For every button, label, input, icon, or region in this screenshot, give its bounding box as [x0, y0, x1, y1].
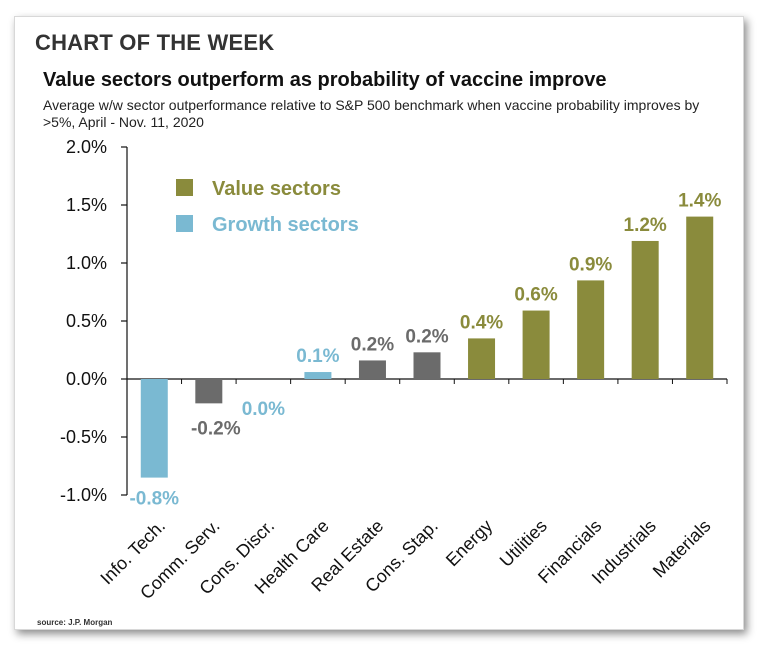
chart-source: source: J.P. Morgan: [37, 618, 113, 627]
data-label: 0.2%: [351, 334, 394, 355]
x-tick-label: Utilities: [496, 516, 551, 571]
data-label: 0.1%: [296, 346, 339, 367]
data-label: -0.8%: [129, 489, 179, 510]
data-label: 1.2%: [624, 215, 667, 236]
bar-9: [577, 280, 605, 379]
chart-kicker: CHART OF THE WEEK: [35, 30, 275, 55]
bar-11: [686, 216, 714, 379]
data-label: 0.6%: [514, 285, 557, 306]
x-tick-label: Energy: [442, 516, 496, 570]
legend-swatch-growth: [176, 215, 193, 232]
legend-label-growth: Growth sectors: [212, 214, 359, 236]
bar-2: [195, 379, 223, 404]
data-label: 0.4%: [460, 312, 503, 333]
data-label: 0.9%: [569, 254, 612, 275]
y-tick-label: 0.0%: [66, 369, 107, 389]
y-tick-label: 2.0%: [66, 137, 107, 157]
data-label: 1.4%: [678, 191, 721, 212]
bar-5: [358, 360, 386, 379]
data-label: 0.0%: [242, 399, 285, 420]
chart-title: Value sectors outperform as probability …: [43, 69, 607, 91]
bar-6: [413, 352, 441, 379]
bar-10: [631, 240, 659, 379]
bar-7: [468, 338, 496, 379]
y-tick-label: 0.5%: [66, 311, 107, 331]
y-tick-label: -1.0%: [60, 485, 107, 505]
y-tick-label: 1.5%: [66, 195, 107, 215]
data-label: 0.2%: [405, 326, 448, 347]
data-label: -0.2%: [191, 418, 241, 439]
chart-subtitle: Average w/w sector outperformance relati…: [43, 97, 700, 130]
bar-1: [140, 379, 168, 478]
y-tick-label: -0.5%: [60, 427, 107, 447]
legend-swatch-value: [176, 179, 193, 196]
y-tick-label: 1.0%: [66, 253, 107, 273]
bar-8: [522, 310, 550, 379]
x-tick-label: Materials: [649, 516, 715, 582]
chart-card: CHART OF THE WEEK Value sectors outperfo…: [14, 16, 744, 630]
bar-4: [304, 372, 332, 379]
legend-label-value: Value sectors: [212, 178, 341, 200]
